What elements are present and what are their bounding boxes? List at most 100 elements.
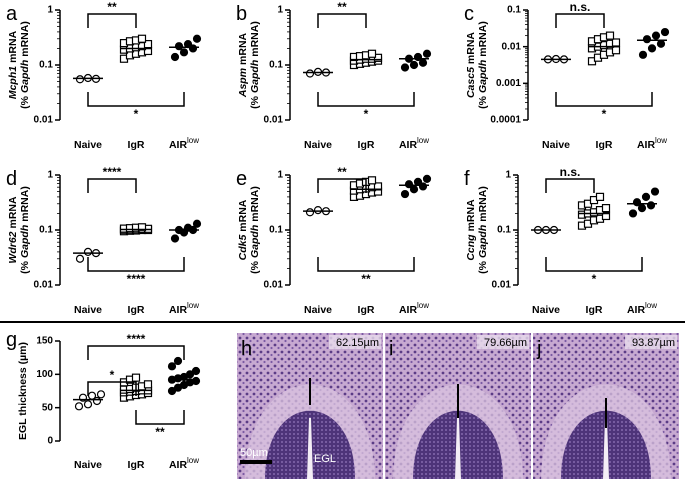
data-point (641, 192, 651, 201)
significance-label: ** (337, 165, 347, 179)
y-axis-label-part: mRNA (237, 199, 249, 232)
data-point (628, 209, 638, 218)
category-name: IgR (128, 459, 145, 471)
y-axis-label-part: Gapdh (249, 225, 261, 258)
data-point (647, 44, 657, 53)
category-superscript: low (417, 136, 429, 145)
x-tick-label: IgR (358, 139, 375, 151)
y-tick-label: 0.1 (39, 60, 53, 71)
y-axis-label-part: Mcph1 (7, 66, 19, 99)
x-tick-label: AIRlow (399, 136, 429, 151)
significance-bracket (87, 257, 185, 272)
measure-bg (625, 335, 677, 349)
data-point (650, 187, 660, 196)
significance-bracket (87, 381, 137, 396)
x-tick-label: Naive (74, 459, 102, 471)
x-tick-label: Naive (542, 139, 570, 151)
y-tick-label: 0.01 (502, 41, 522, 52)
category-superscript: low (187, 456, 199, 465)
y-tick-label: 1 (505, 170, 511, 181)
significance-bracket (317, 92, 415, 107)
data-point (143, 39, 153, 49)
data-point (422, 174, 432, 183)
x-tick-label: IgR (596, 139, 613, 151)
y-tick-label: 1 (277, 5, 283, 16)
panel-letter: f (464, 168, 470, 190)
x-tick-label: AIRlow (627, 301, 657, 316)
data-point (170, 52, 180, 62)
category-name: AIR (637, 139, 656, 151)
significance-label: * (110, 368, 115, 382)
y-axis-label-part: Wdr62 (7, 231, 19, 263)
panel-letter: d (6, 168, 17, 190)
data-point (418, 58, 428, 67)
category-name: Naive (532, 304, 560, 316)
significance-bracket (555, 13, 605, 28)
significance-label: **** (103, 165, 122, 179)
y-tick-label: 1 (277, 170, 283, 181)
y-axis-label-part: mRNA) (249, 21, 261, 57)
data-point (413, 177, 423, 186)
y-axis-label-part: mRNA) (249, 186, 261, 222)
panel-letter: g (6, 329, 17, 351)
data-point (305, 208, 315, 217)
data-point (191, 366, 201, 376)
significance-bracket (87, 178, 137, 193)
data-point (83, 400, 93, 409)
x-tick-label: Naive (74, 304, 102, 316)
category-name: IgR (358, 139, 375, 151)
data-point (400, 63, 410, 72)
y-axis-label: (% Gapdh mRNA) (477, 21, 489, 109)
panel-letter: e (236, 168, 247, 190)
y-axis-label: EGL thickness (µm) (17, 342, 29, 440)
x-tick-label: AIRlow (399, 301, 429, 316)
category-superscript: low (655, 136, 667, 145)
y-axis-label: Cdk5 mRNA (237, 199, 249, 260)
data-point (137, 223, 147, 232)
significance-label: * (602, 107, 607, 121)
category-name: AIR (627, 304, 646, 316)
category-name: AIR (169, 304, 188, 316)
panel-letter: j (536, 338, 541, 360)
significance-label: **** (127, 272, 146, 286)
y-axis-label-part: Gapdh (19, 60, 31, 93)
measurement-label: 62.15µm (336, 337, 379, 349)
significance-label: ** (107, 0, 117, 14)
category-name: IgR (586, 304, 603, 316)
y-tick-label: 0.01 (492, 280, 512, 291)
y-axis-label: (% Gapdh mRNA) (249, 186, 261, 274)
data-point (173, 356, 183, 366)
data-point (192, 219, 202, 228)
y-tick-label: 150 (36, 336, 53, 347)
y-tick-label: 0.1 (497, 225, 511, 236)
y-axis-label-part: (% (477, 95, 489, 108)
significance-label: **** (127, 332, 146, 346)
data-point (637, 204, 647, 213)
y-axis-label-part: (% (19, 95, 31, 108)
category-name: Naive (542, 139, 570, 151)
data-point (601, 211, 611, 221)
panel-letter: h (241, 338, 252, 360)
panel-letter: c (464, 3, 474, 25)
data-point (75, 75, 85, 84)
data-point (192, 34, 202, 43)
y-tick-label: 100 (36, 369, 53, 380)
y-tick-label: 1 (47, 5, 53, 16)
x-tick-label: IgR (128, 304, 145, 316)
data-point (191, 376, 201, 386)
x-tick-label: Naive (304, 139, 332, 151)
data-point (174, 42, 184, 51)
data-point (75, 254, 85, 263)
y-axis-label-part: (% (249, 260, 261, 273)
y-axis-label-part: mRNA (465, 32, 477, 65)
measurement-label: 93.87µm (632, 337, 675, 349)
y-axis-label-part: mRNA (237, 32, 249, 65)
data-point (367, 49, 377, 58)
x-tick-label: AIRlow (169, 136, 199, 151)
significance-bracket (87, 92, 185, 107)
histology-slit (455, 418, 461, 479)
category-name: AIR (399, 304, 418, 316)
significance-bracket (87, 13, 137, 28)
data-point (400, 189, 410, 199)
y-tick-label: 0.1 (507, 5, 521, 16)
